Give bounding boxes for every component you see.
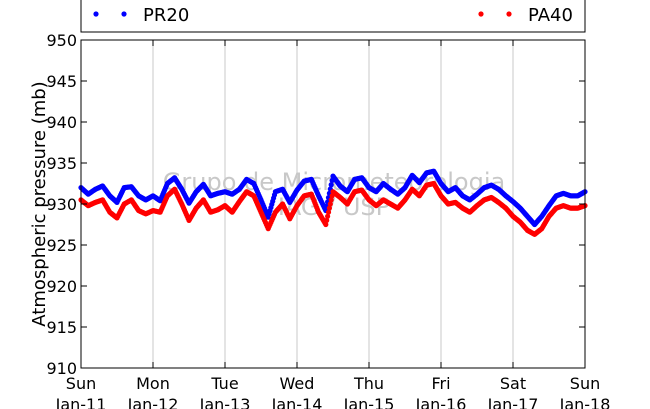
x-tick-label-date: Jan-15 xyxy=(343,395,395,409)
x-tick-label-day: Sun xyxy=(570,374,600,393)
x-tick-label-day: Sat xyxy=(500,374,526,393)
y-tick-label: 930 xyxy=(46,195,77,214)
x-tick-label-day: Tue xyxy=(210,374,238,393)
x-tick-label-date: Jan-17 xyxy=(487,395,539,409)
x-tick-label-date: Jan-11 xyxy=(55,395,107,409)
legend: PR20 PA40 xyxy=(80,0,586,33)
data-point-interp xyxy=(325,213,331,219)
x-axis: Sun Jan-11 Mon Jan-12 Tue Jan-13 Wed Jan-14 Thu J… xyxy=(55,40,611,409)
legend-marker-pa40-a xyxy=(478,11,484,17)
legend-marker-pa40-b xyxy=(506,11,512,17)
y-tick-label: 950 xyxy=(46,31,77,50)
y-tick-label: 935 xyxy=(46,154,77,173)
legend-label-pr20: PR20 xyxy=(143,5,189,26)
series-layer xyxy=(78,168,588,237)
y-tick-label: 945 xyxy=(46,72,77,91)
legend-box xyxy=(80,0,586,33)
x-tick-label-day: Wed xyxy=(280,374,315,393)
data-point-interp xyxy=(327,201,333,207)
data-point-interp xyxy=(326,205,332,211)
y-tick-label: 940 xyxy=(46,113,77,132)
legend-marker-pr20-a xyxy=(93,11,99,17)
data-point-interp xyxy=(328,197,334,203)
y-tick-label: 915 xyxy=(46,318,77,337)
x-tick-label-day: Thu xyxy=(353,374,384,393)
x-tick-label-date: Jan-12 xyxy=(127,395,179,409)
series-pa40 xyxy=(78,180,588,237)
data-point-interp xyxy=(324,217,330,223)
x-tick-label-date: Jan-16 xyxy=(415,395,467,409)
y-axis-label: Atmospheric pressure (mb) xyxy=(29,81,50,326)
legend-label-pa40: PA40 xyxy=(528,5,573,26)
x-tick-label-day: Fri xyxy=(431,374,450,393)
y-tick-label: 910 xyxy=(46,359,77,378)
legend-marker-pr20-b xyxy=(121,11,127,17)
x-tick-label-day: Sun xyxy=(66,374,96,393)
x-tick-label-date: Jan-18 xyxy=(559,395,611,409)
data-point-interp xyxy=(328,182,334,188)
y-tick-label: 920 xyxy=(46,277,77,296)
y-axis: 910 915 920 925 930 935 940 945 950 xyxy=(46,31,585,378)
data-point xyxy=(323,221,329,228)
x-tick-label-date: Jan-13 xyxy=(199,395,251,409)
y-tick-label: 925 xyxy=(46,236,77,255)
data-point-interp xyxy=(325,209,332,215)
x-tick-label-date: Jan-14 xyxy=(271,395,323,409)
x-tick-label-day: Mon xyxy=(136,374,170,393)
